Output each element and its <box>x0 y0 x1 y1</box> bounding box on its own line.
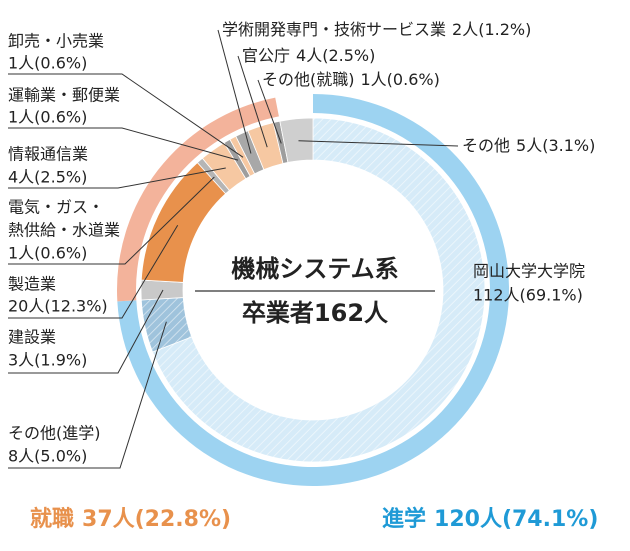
center-subtitle: 卒業者162人 <box>242 299 388 327</box>
segment-value-label: 112人(69.1%) <box>473 286 583 305</box>
leader-line <box>8 321 167 469</box>
segment-value-label: 5人(3.1%) <box>516 136 595 155</box>
segment-name: 建設業 <box>8 328 56 347</box>
leader-line <box>8 127 239 161</box>
segment-name: 熱供給・水道業 <box>8 221 120 240</box>
segment-name: その他 <box>462 136 510 155</box>
segment-name: 電気・ガス・ <box>8 198 104 217</box>
segment-value-label: 4人(2.5%) <box>296 46 375 65</box>
leader-line <box>8 225 179 319</box>
center <box>183 160 443 420</box>
segment-value-label: 1人(0.6%) <box>8 108 87 127</box>
leader-line <box>237 55 268 148</box>
segment-value-label: 1人(0.6%) <box>8 244 87 263</box>
leader-line <box>298 140 459 147</box>
segment-value-label: 4人(2.5%) <box>8 168 87 187</box>
group-total: 進学 120人(74.1%) <box>382 506 598 532</box>
segment-name: その他(進学) <box>8 424 101 443</box>
segment-value-label: 1人(0.6%) <box>361 70 440 89</box>
leader-line <box>8 73 244 158</box>
segment-value-label: 1人(0.6%) <box>8 54 87 73</box>
inner-segment <box>140 279 184 301</box>
segment-name: 運輸業・郵便業 <box>8 86 120 105</box>
leader-line <box>8 176 215 265</box>
segment-label: 学術開発専門・技術サービス業 2人(1.2%) <box>222 20 531 39</box>
segment-value-label: 2人(1.2%) <box>452 20 531 39</box>
segment-label: 官公庁 4人(2.5%) <box>242 46 375 65</box>
segment-value-label: 8人(5.0%) <box>8 447 87 466</box>
segment-name: 官公庁 <box>242 46 290 65</box>
leader-line <box>8 167 226 189</box>
segment-value-label: 20人(12.3%) <box>8 297 108 316</box>
segment-name: 学術開発専門・技術サービス業 <box>222 20 446 39</box>
segment-label: その他(就職) 1人(0.6%) <box>262 70 440 89</box>
group-value-label: 37人(22.8%) <box>82 507 231 532</box>
leader-line <box>217 29 252 154</box>
segment-value-label: 3人(1.9%) <box>8 351 87 370</box>
group-name: 進学 <box>382 506 426 532</box>
leader-line <box>257 79 282 144</box>
group-total: 就職 37人(22.8%) <box>30 506 231 532</box>
segment-name: 岡山大学大学院 <box>473 262 585 281</box>
group-name: 就職 <box>30 506 74 532</box>
center-title: 機械システム系 <box>231 255 398 283</box>
segment-name: その他(就職) <box>262 70 355 89</box>
segment-name: 情報通信業 <box>8 145 88 164</box>
outer-segment <box>117 97 279 302</box>
segment-name: 卸売・小売業 <box>8 32 104 51</box>
segment-label: その他 5人(3.1%) <box>462 136 595 155</box>
segment-name: 製造業 <box>8 275 56 294</box>
leader-line <box>8 289 164 374</box>
group-value-label: 120人(74.1%) <box>434 507 598 532</box>
